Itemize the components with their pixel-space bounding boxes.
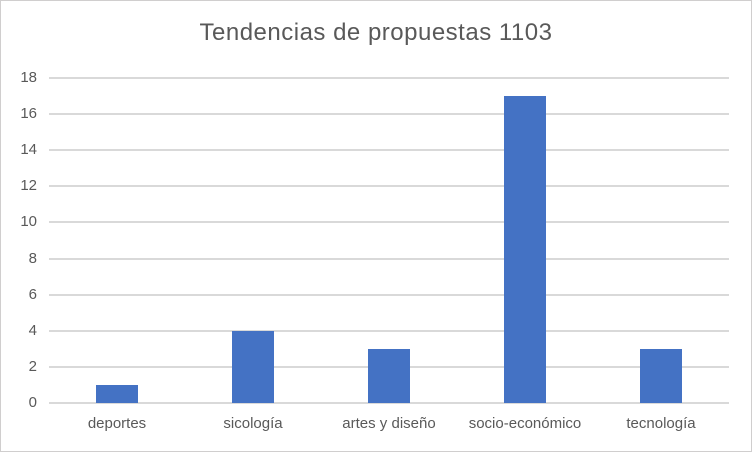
plot-area	[49, 77, 729, 404]
x-category-label: sicología	[223, 415, 283, 432]
bar-tecnolog-a	[640, 348, 682, 403]
y-tick-label: 8	[28, 249, 37, 267]
x-category-label: deportes	[87, 415, 147, 432]
y-tick-label: 6	[28, 285, 37, 303]
gridline	[49, 77, 729, 79]
x-category-label: socio-económico	[468, 415, 582, 432]
gridline	[49, 402, 729, 404]
y-tick-label: 14	[20, 141, 37, 159]
y-tick-label: 18	[20, 69, 37, 86]
y-tick-label: 2	[28, 357, 37, 375]
gridline	[49, 185, 729, 188]
bar-artes-y-dise-o	[368, 348, 410, 403]
gridline	[49, 113, 729, 116]
bar-sicolog-a	[232, 330, 274, 403]
chart-title: Tendencias de propuestas 1103	[199, 19, 553, 46]
gridline	[49, 221, 729, 224]
y-tick-label: 0	[28, 394, 37, 411]
y-tick-label: 10	[20, 213, 37, 231]
y-tick-label: 12	[20, 177, 37, 195]
y-tick-label: 16	[20, 105, 37, 123]
y-tick-label: 4	[28, 321, 37, 339]
x-category-label: tecnología	[626, 415, 696, 432]
gridline	[49, 149, 729, 152]
gridline	[49, 329, 729, 332]
bar-deportes	[96, 384, 138, 403]
gridline	[49, 293, 729, 296]
bar-socio-econ-mico	[504, 96, 546, 403]
gridline	[49, 257, 729, 260]
x-category-label: artes y diseño	[342, 415, 436, 432]
